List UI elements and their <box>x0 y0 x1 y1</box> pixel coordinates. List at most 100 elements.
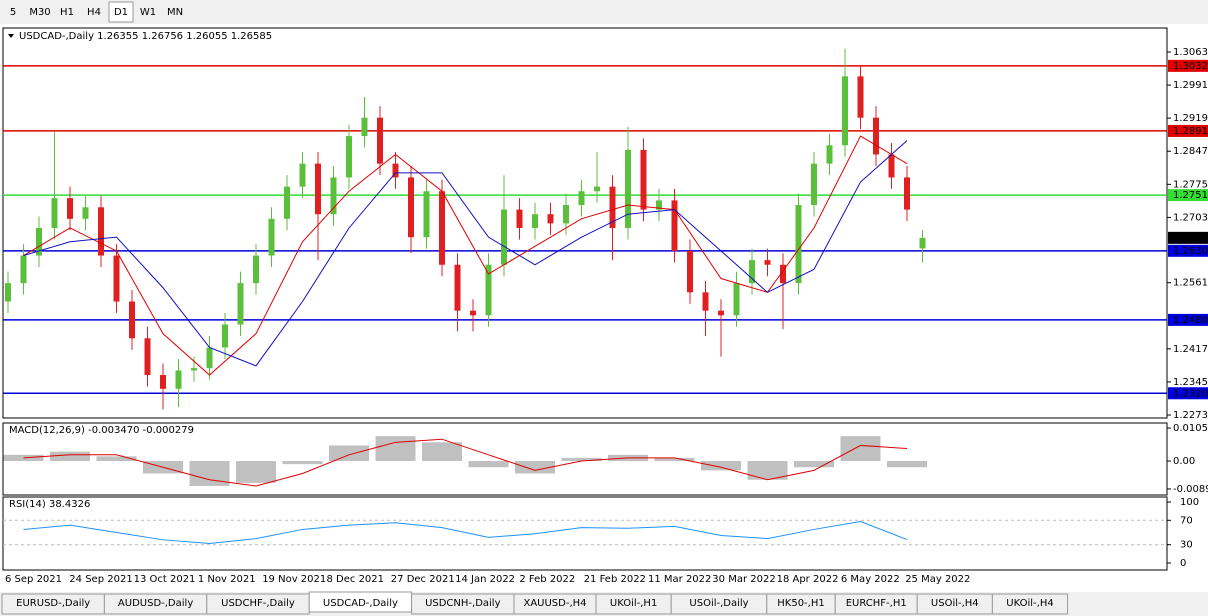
level-label: 1.30328 <box>1173 61 1208 72</box>
date-label: 2 Feb 2022 <box>519 574 575 585</box>
candle-body <box>454 264 461 311</box>
candle-body <box>532 214 538 228</box>
tab-label[interactable]: USOil-,Daily <box>689 598 748 609</box>
candle-body <box>268 218 275 256</box>
candle-body <box>191 368 197 371</box>
tab-label[interactable]: UKOil-,H4 <box>1006 598 1053 609</box>
y-tick-label: 1.24170 <box>1173 344 1208 355</box>
date-label: 24 Sep 2021 <box>69 574 132 585</box>
date-label: 13 Oct 2021 <box>134 574 196 585</box>
tab-label[interactable]: UKOil-,H1 <box>610 598 657 609</box>
candle-body <box>609 186 616 228</box>
candle-body <box>377 117 383 164</box>
level-tag <box>1168 124 1208 137</box>
timeframe-button[interactable]: W1 <box>140 7 156 18</box>
y-tick-label: 1.29190 <box>1173 113 1208 124</box>
current-price-tag <box>1168 231 1208 244</box>
current-price-label: 1.26585 <box>1173 233 1208 244</box>
macd-bar <box>96 456 137 462</box>
y-tick-label: 1.27750 <box>1173 179 1208 190</box>
candle-body <box>392 163 399 178</box>
tab-label[interactable]: USDCNH-,Daily <box>425 598 501 609</box>
macd-bar <box>50 451 90 462</box>
candle-body <box>253 255 259 284</box>
rsi-line <box>23 520 908 544</box>
candle-body <box>67 198 73 219</box>
candle-body <box>547 214 554 224</box>
level-tag <box>1168 313 1208 326</box>
timeframe-button[interactable]: MN <box>167 7 183 18</box>
candle-body <box>330 177 337 215</box>
candle-body <box>625 149 631 228</box>
candle-body <box>20 255 27 284</box>
tab-label[interactable]: USDCHF-,Daily <box>221 598 295 609</box>
macd-bar <box>701 461 741 471</box>
chart-area <box>0 24 1208 592</box>
tab-label[interactable]: USDCAD-,Daily <box>323 598 398 609</box>
timeframe-button[interactable]: H4 <box>87 7 101 18</box>
macd-bar <box>422 442 462 462</box>
candle-body <box>129 301 135 339</box>
candle-body <box>687 250 693 293</box>
date-label: 6 May 2022 <box>841 574 900 585</box>
date-label: 30 Mar 2022 <box>712 574 775 585</box>
candle-body <box>98 207 104 256</box>
tab-label[interactable]: USOil-,H4 <box>931 598 979 609</box>
candle-body <box>501 209 507 265</box>
date-label: 27 Dec 2021 <box>391 574 455 585</box>
date-label: 18 Apr 2022 <box>777 574 839 585</box>
macd-bar <box>561 457 602 462</box>
candle-body <box>795 205 802 284</box>
candle-body <box>594 186 600 192</box>
level-tag <box>1168 189 1208 202</box>
timeframe-button[interactable]: H1 <box>60 7 74 18</box>
macd-bar <box>236 461 276 483</box>
y-tick-label: 1.27030 <box>1173 212 1208 223</box>
candle-body <box>144 338 151 376</box>
candle-body <box>749 260 755 284</box>
y-tick-label: 1.22730 <box>1173 410 1208 421</box>
y-tick-label: 1.25610 <box>1173 278 1208 289</box>
macd-bar <box>468 461 509 468</box>
menu-arrow <box>8 34 14 38</box>
y-tick-label: 1.29910 <box>1173 80 1208 91</box>
candle-body <box>361 117 368 137</box>
rsi-tick-label: 100 <box>1180 497 1199 508</box>
macd-tick-label: -0.00896 <box>1173 484 1208 495</box>
macd-bar <box>887 461 927 468</box>
level-tag <box>1168 387 1208 400</box>
candle-body <box>36 227 42 256</box>
rsi-tick-label: 0 <box>1180 558 1186 569</box>
candle-body <box>873 117 879 155</box>
date-label: 19 Nov 2021 <box>262 574 326 585</box>
timeframe-active <box>108 1 134 23</box>
tab[interactable] <box>991 593 1069 615</box>
candle-body <box>439 191 445 265</box>
candle-body <box>206 347 213 369</box>
candle-body <box>578 191 585 206</box>
macd-bar <box>515 461 555 474</box>
macd-bar <box>747 461 788 480</box>
macd-header: MACD(12,26,9) -0.003470 -0.000279 <box>9 425 194 436</box>
level-label: 1.23203 <box>1173 388 1208 399</box>
tab-label[interactable]: EURUSD-,Daily <box>16 598 90 609</box>
rsi-tick-label: 70 <box>1180 515 1193 526</box>
timeframe-button[interactable]: M30 <box>29 7 50 18</box>
tab-label[interactable]: EURCHF-,H1 <box>846 598 907 609</box>
rsi-tick-label: 30 <box>1180 540 1193 551</box>
timeframe-button[interactable]: 5 <box>10 7 16 18</box>
macd-bar <box>282 461 323 465</box>
candle-body <box>811 163 817 206</box>
candle-body <box>640 149 647 210</box>
tab-label[interactable]: XAUUSD-,H4 <box>523 598 586 609</box>
tab-label[interactable]: AUDUSD-,Daily <box>118 598 193 609</box>
candle-body <box>718 310 724 316</box>
date-label: 25 May 2022 <box>905 574 970 585</box>
level-tag <box>1168 59 1208 72</box>
main-frame <box>2 27 1168 419</box>
tab-label[interactable]: HK50-,H1 <box>777 598 824 609</box>
candle-body <box>423 191 430 238</box>
candle-body <box>82 207 89 219</box>
timeframe-button[interactable]: D1 <box>114 7 128 18</box>
